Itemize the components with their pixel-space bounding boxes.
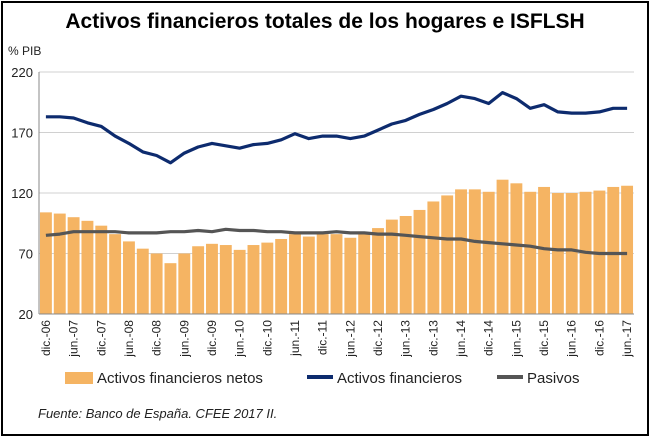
- bar-netos: [524, 191, 537, 314]
- bar-netos: [455, 189, 467, 314]
- bar-netos: [316, 234, 329, 314]
- bar-netos: [95, 225, 108, 314]
- legend-item-pasivos: Pasivos: [497, 370, 580, 387]
- legend-item-activos: Activos financieros: [307, 370, 462, 387]
- bar-netos: [164, 263, 177, 314]
- x-tick-label: dic.-15: [537, 320, 551, 356]
- legend-swatch-pasivos: [497, 375, 523, 379]
- bar-netos: [192, 246, 205, 314]
- bar-netos: [607, 186, 620, 314]
- axes: [38, 72, 634, 315]
- legend-label-pasivos: Pasivos: [527, 370, 580, 387]
- bar-netos: [275, 238, 288, 314]
- bar-netos: [496, 179, 509, 314]
- x-tick-label: dic.-16: [592, 320, 606, 356]
- bar-netos: [482, 191, 495, 314]
- y-tick-label: 20: [19, 307, 33, 322]
- x-tick-label: dic.-14: [482, 320, 496, 356]
- x-tick-label: dic.-11: [316, 320, 330, 355]
- bar-netos: [538, 186, 551, 314]
- x-tick-label: jun.-17: [620, 320, 634, 358]
- bar-netos: [109, 234, 122, 314]
- bar-netos: [136, 248, 149, 314]
- x-tick-label: dic.-08: [150, 320, 164, 356]
- bar-netos: [330, 234, 343, 314]
- bar-netos: [344, 237, 357, 314]
- legend-swatch-activos: [307, 375, 333, 379]
- x-tick-label: jun.-09: [177, 320, 191, 358]
- x-tick-label: jun.-14: [454, 320, 468, 358]
- bar-netos: [289, 234, 301, 314]
- bar-netos: [206, 243, 218, 314]
- bar-netos: [122, 241, 135, 314]
- legend-item-netos: Activos financieros netos: [65, 370, 263, 387]
- bar-netos: [67, 217, 80, 314]
- bar-netos: [302, 236, 315, 314]
- x-tick-label: jun.-11: [288, 320, 302, 357]
- bar-netos: [510, 183, 523, 314]
- bar-netos: [178, 253, 191, 314]
- bar-netos: [441, 195, 454, 314]
- bar-netos: [427, 201, 440, 314]
- x-tick-label: dic.-07: [94, 320, 108, 356]
- line-activos-financieros: [45, 90, 628, 165]
- legend-label-netos: Activos financieros netos: [97, 370, 263, 387]
- bar-netos: [551, 193, 564, 314]
- bar-netos: [233, 249, 246, 314]
- x-tick-label: jun.-16: [565, 320, 579, 358]
- bar-netos: [621, 185, 634, 314]
- x-tick-label: jun.-13: [399, 320, 413, 358]
- chart-title: Activos financieros totales de los hogar…: [65, 10, 585, 33]
- x-tick-label: jun.-15: [509, 320, 523, 358]
- bar-netos: [565, 193, 578, 314]
- bar-netos: [372, 228, 384, 314]
- y-axis-unit-label: % PIB: [8, 44, 42, 58]
- x-tick-label: jun.-10: [233, 320, 247, 358]
- bar-netos: [358, 234, 371, 314]
- bar-netos: [81, 220, 94, 314]
- y-tick-label: 170: [11, 126, 33, 141]
- bar-netos: [385, 219, 398, 314]
- legend-swatch-netos: [65, 372, 93, 384]
- line-pasivos: [45, 227, 628, 256]
- source-note: Fuente: Banco de España. CFEE 2017 II.: [38, 406, 278, 421]
- y-tick-label: 220: [11, 65, 33, 80]
- bar-netos: [219, 245, 232, 314]
- bar-netos: [468, 189, 481, 314]
- x-tick-label: dic.-09: [205, 320, 219, 356]
- x-tick-label: dic.-10: [260, 320, 274, 356]
- y-tick-labels: 20 70 120 170 220: [11, 65, 33, 322]
- x-tick-label: dic.-06: [39, 320, 53, 356]
- x-tick-labels: dic.-06 jun.-07 dic.-07 jun.-08 dic.-08 jun.-…: [39, 320, 634, 358]
- x-tick-label: dic.-13: [426, 320, 440, 356]
- bar-netos: [53, 213, 66, 314]
- bar-netos: [39, 212, 52, 314]
- line-series: [45, 90, 628, 256]
- x-tick-label: jun.-08: [122, 320, 136, 358]
- bar-netos: [261, 242, 274, 314]
- y-tick-label: 120: [11, 186, 33, 201]
- legend-label-activos: Activos financieros: [337, 370, 463, 387]
- bar-netos: [413, 209, 426, 314]
- bar-netos: [399, 215, 412, 314]
- x-tick-label: jun.-12: [343, 320, 357, 358]
- bar-netos: [247, 245, 260, 314]
- bar-netos: [150, 253, 163, 314]
- x-tick-label: jun.-07: [67, 320, 81, 358]
- bar-series: [39, 179, 634, 314]
- y-tick-label: 70: [19, 247, 33, 262]
- x-tick-label: dic.-12: [371, 320, 385, 356]
